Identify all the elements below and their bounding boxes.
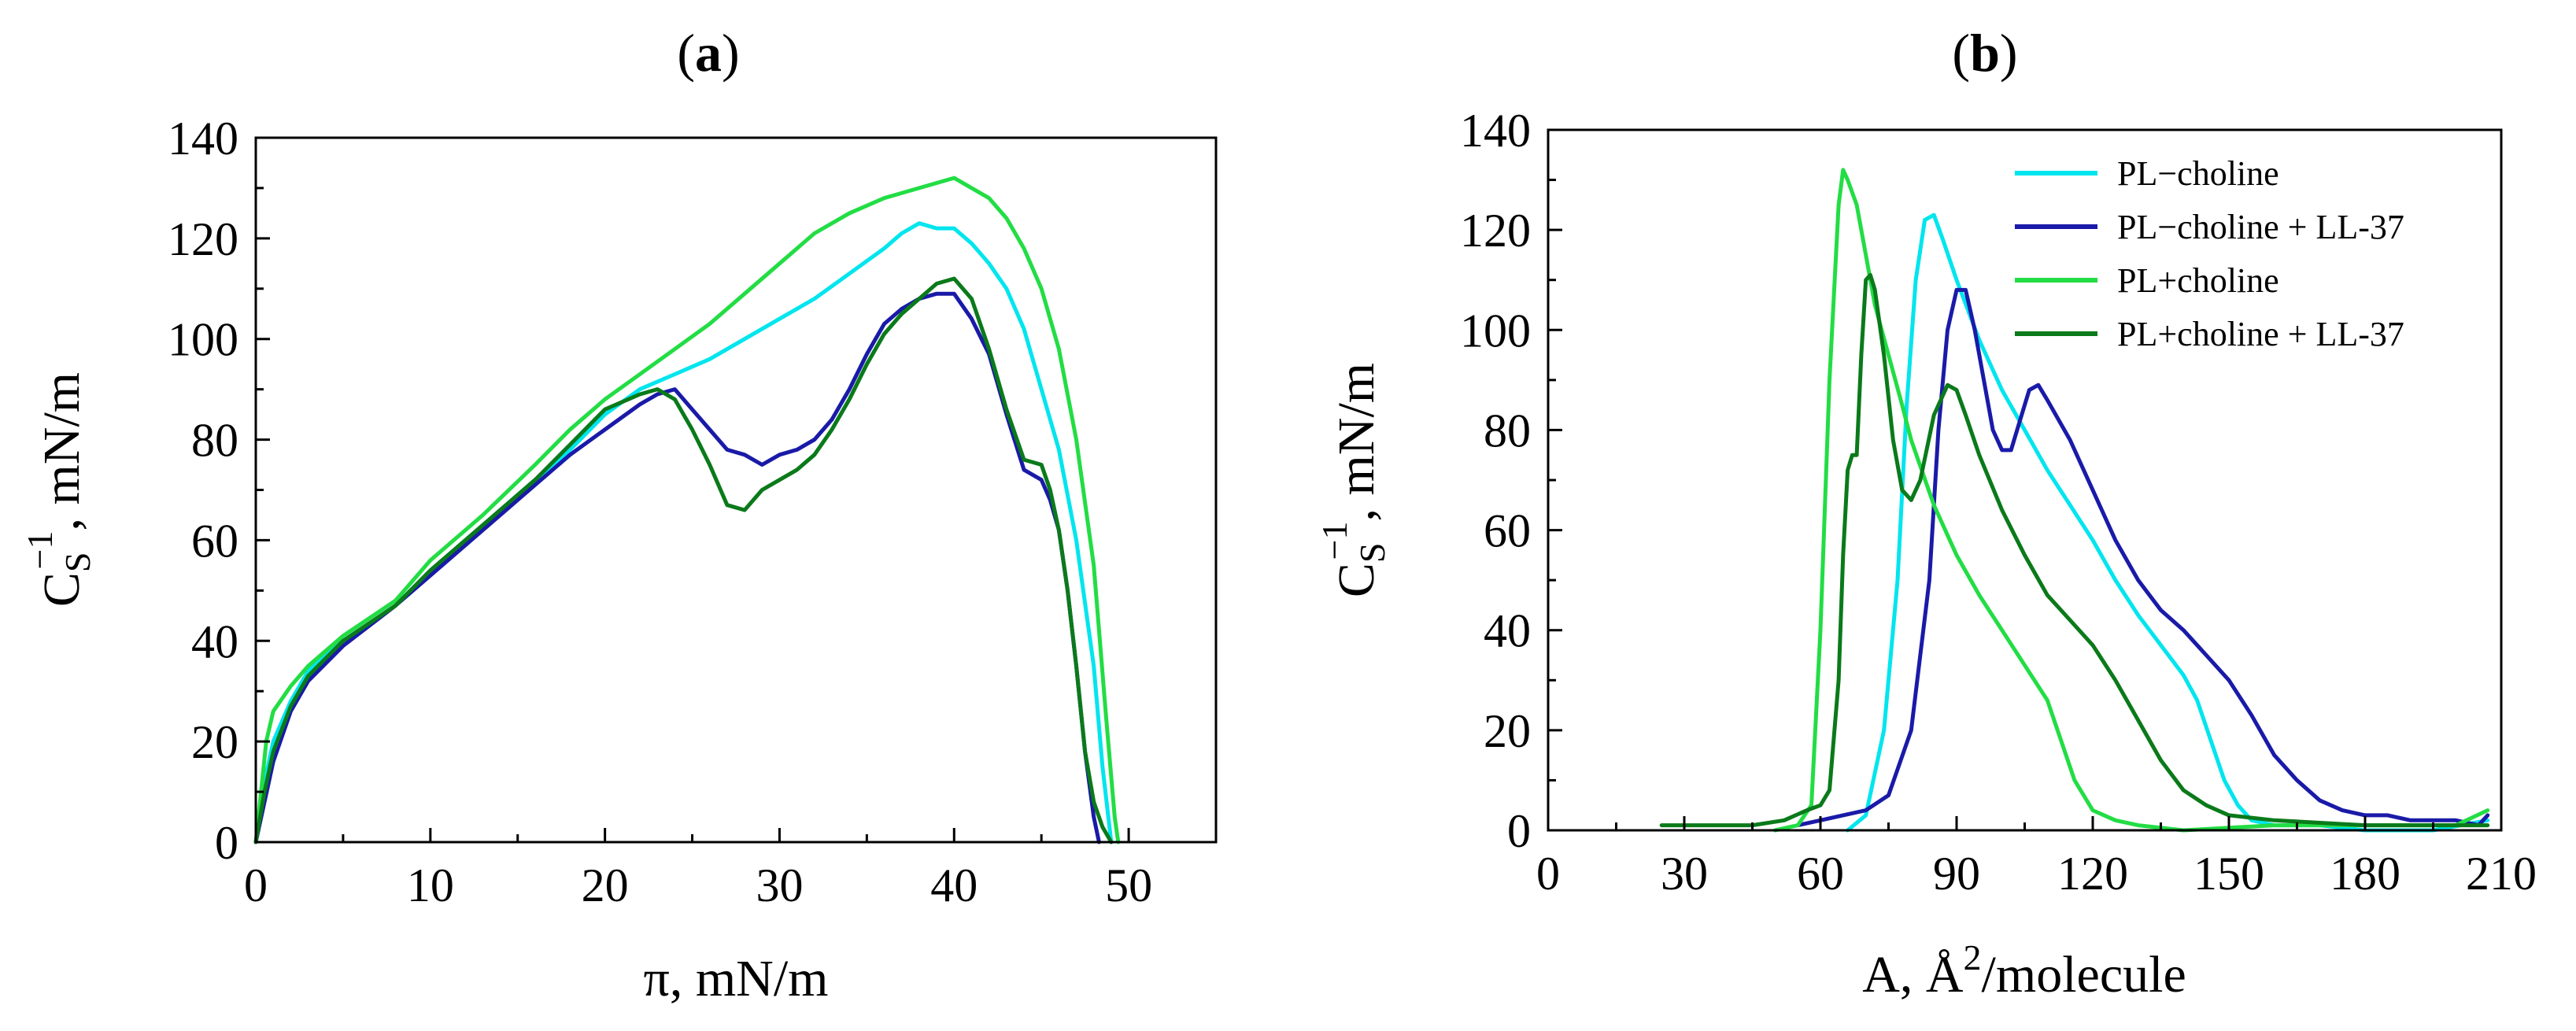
panel-a-series-pl-minus-choline [253, 221, 1114, 844]
panel-a-series [253, 176, 1121, 844]
panel-b-x-tick-label: 120 [2057, 848, 2128, 900]
panel-a-y-axis-title: CS−1, mN/m [20, 372, 98, 607]
panel-b-y-tick-label: 20 [1484, 705, 1531, 757]
panel-a-series-pl-plus-choline [253, 176, 1121, 844]
panel-a-x-ticks: 0 10 20 30 40 50 [244, 828, 1152, 911]
panel-b-x-tick-label: 30 [1661, 848, 1708, 900]
legend-label-pl-plus-choline-ll37: PL+choline + LL-37 [2117, 315, 2404, 353]
panel-a-x-tick-label: 40 [930, 859, 978, 911]
panel-b-x-tick-label: 210 [2466, 848, 2537, 900]
panel-a-y-tick-label: 140 [168, 113, 238, 164]
panel-a-y-tick-label: 120 [168, 213, 238, 265]
panel-b-x-tick-label: 180 [2330, 848, 2400, 900]
panel-b-y-tick-label: 120 [1460, 205, 1531, 257]
panel-b-legend: PL−choline PL−choline + LL-37 PL+choline… [2015, 154, 2404, 353]
panel-b-x-tick-label: 60 [1797, 848, 1844, 900]
legend-label-pl-minus-choline: PL−choline [2117, 154, 2279, 193]
legend-label-pl-minus-choline-ll37: PL−choline + LL-37 [2117, 208, 2404, 246]
panel-b-x-tick-label: 150 [2193, 848, 2264, 900]
panel-a-x-tick-label: 10 [407, 859, 454, 911]
panel-b-series-pl-minus-choline [1846, 212, 2490, 833]
panel-b-x-ticks: 0 30 60 90 120 150 180 210 [1536, 816, 2537, 900]
panel-a-series-pl-plus-choline-plus-ll-37 [253, 276, 1114, 844]
panel-b-y-tick-label: 100 [1460, 305, 1531, 357]
panel-a-y-tick-label: 20 [191, 716, 238, 768]
panel-b-y-tick-label: 40 [1484, 605, 1531, 657]
panel-b-y-ticks: 0 20 40 60 80 100 120 140 [1460, 105, 1562, 857]
panel-b-y-tick-label: 140 [1460, 105, 1531, 157]
panel-a-y-tick-label: 60 [191, 515, 238, 567]
panel-b-x-tick-label: 0 [1536, 848, 1560, 900]
panel-a-label: (a) [677, 23, 739, 83]
panel-b-series-pl-plus-choline [1772, 168, 2490, 833]
panel-a-series-pl-minus-choline-plus-ll-37 [253, 291, 1101, 844]
panel-a: (a) 0 10 20 30 40 50 0 20 40 60 80 100 120 140 π, mN… [20, 23, 1218, 1007]
panel-a-y-tick-label: 40 [191, 615, 238, 667]
panel-b-y-tick-label: 0 [1507, 805, 1531, 857]
panel-a-y-tick-label: 100 [168, 314, 238, 366]
panel-b-x-axis-title: A, Å2/molecule [1862, 937, 2186, 1003]
panel-b-series [1659, 168, 2490, 833]
panel-b-x-tick-label: 90 [1933, 848, 1980, 900]
panel-a-x-tick-label: 0 [244, 859, 268, 911]
panel-a-x-tick-label: 50 [1105, 859, 1152, 911]
panel-b-y-axis-title: CS−1, mN/m [1314, 363, 1392, 597]
panel-a-y-tick-label: 0 [215, 817, 238, 869]
panel-b-y-tick-label: 60 [1484, 505, 1531, 557]
panel-a-y-tick-label: 80 [191, 415, 238, 467]
panel-b-series-pl-minus-choline-plus-ll-37 [1795, 287, 2490, 828]
panel-b-label: (b) [1952, 23, 2017, 83]
panel-a-x-tick-label: 20 [582, 859, 629, 911]
panel-a-plot-frame [254, 136, 1218, 844]
panel-a-x-axis-title: π, mN/m [644, 950, 829, 1007]
panel-b-series-pl-plus-choline-plus-ll-37 [1659, 272, 2490, 828]
panel-a-y-ticks: 0 20 40 60 80 100 120 140 [168, 113, 270, 869]
legend-label-pl-plus-choline: PL+choline [2117, 261, 2279, 300]
panel-b: (b) 0 30 60 90 120 150 180 210 0 20 40 60 80 100 120 1… [1314, 23, 2537, 1003]
panel-a-x-tick-label: 30 [756, 859, 803, 911]
panel-b-y-tick-label: 80 [1484, 405, 1531, 456]
